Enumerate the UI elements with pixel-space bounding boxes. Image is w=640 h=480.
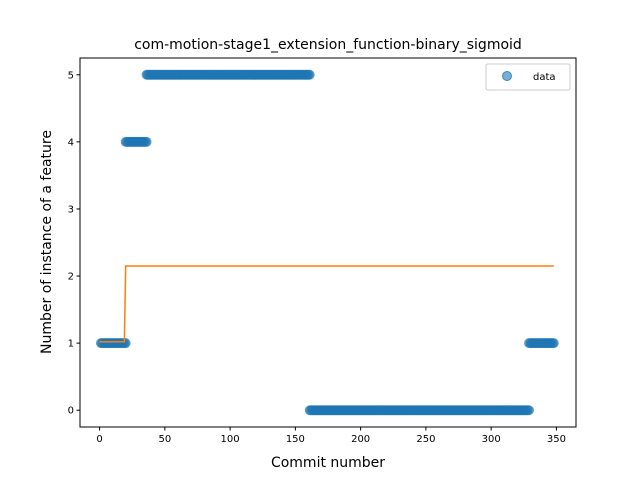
x-axis-label: Commit number <box>271 455 385 471</box>
legend-marker-data <box>502 71 512 81</box>
x-tick-label: 0 <box>96 434 102 445</box>
legend-box <box>485 63 571 91</box>
data-point <box>120 338 131 349</box>
x-tick-label: 200 <box>351 434 370 445</box>
y-tick-label: 5 <box>68 70 74 81</box>
x-tick-label: 250 <box>416 434 435 445</box>
data-point <box>141 136 152 147</box>
legend-label-data: data <box>533 72 556 83</box>
y-tick-label: 1 <box>68 339 74 350</box>
axes-frame <box>79 57 577 428</box>
x-tick-label: 350 <box>547 434 566 445</box>
data-point <box>304 69 315 80</box>
fit-line <box>99 265 554 343</box>
legend: data <box>485 63 571 91</box>
y-tick-label: 4 <box>68 137 74 148</box>
x-tick-label: 300 <box>482 434 501 445</box>
ticks-layer: 0 50 100 150 200 250 300 350 0 1 2 3 4 5 <box>68 70 566 445</box>
y-axis-label: Number of instance of a feature <box>39 130 55 354</box>
data-point <box>548 338 559 349</box>
y-tick-label: 2 <box>68 272 74 283</box>
chart-title: com-motion-stage1_extension_function-bin… <box>134 37 522 53</box>
data-point <box>524 405 535 416</box>
x-tick-label: 150 <box>286 434 305 445</box>
x-tick-label: 100 <box>221 434 240 445</box>
x-tick-label: 50 <box>158 434 171 445</box>
y-tick-label: 3 <box>68 204 74 215</box>
y-tick-label: 0 <box>68 406 74 417</box>
data-layer <box>95 69 559 416</box>
